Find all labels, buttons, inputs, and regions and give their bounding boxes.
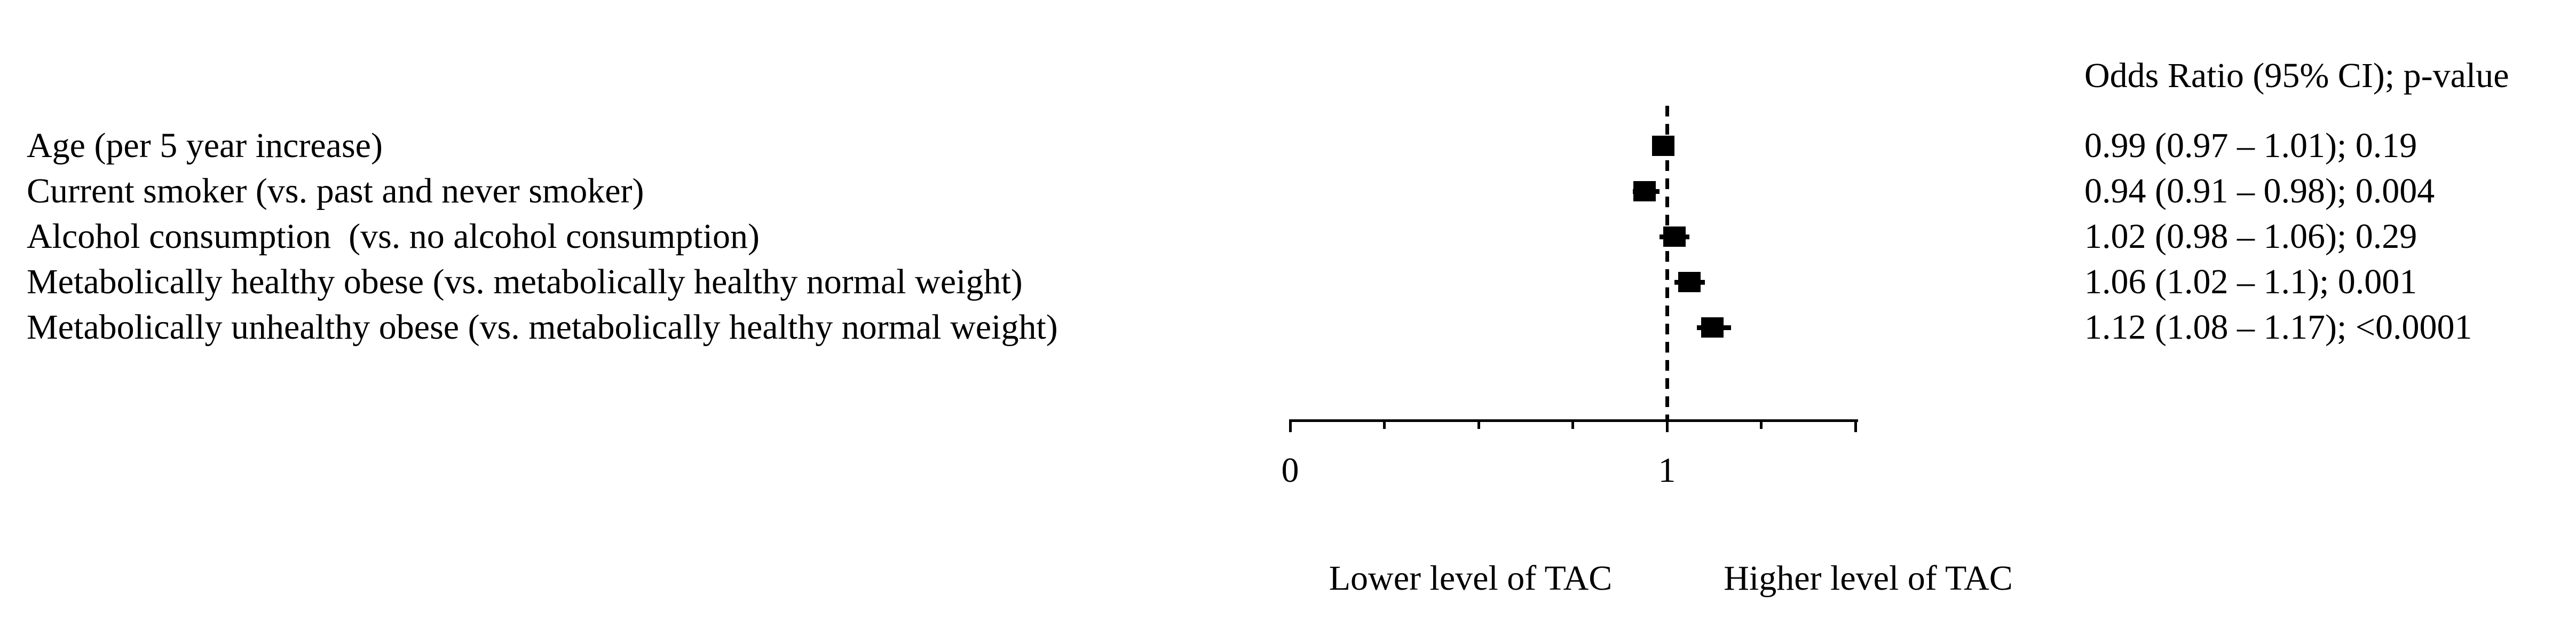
or-value-muo: 1.12 (1.08 – 1.17); <0.0001	[2084, 308, 2472, 347]
or-column-header: Odds Ratio (95% CI); p-value	[2084, 56, 2509, 95]
axis-tick	[1477, 419, 1480, 429]
or-marker-square	[1678, 272, 1701, 292]
axis-tick-label-1: 1	[1658, 451, 1676, 490]
or-marker-square	[1701, 317, 1724, 338]
axis-tick-label-0: 0	[1281, 451, 1299, 490]
or-value-age: 0.99 (0.97 – 1.01); 0.19	[2084, 126, 2417, 165]
row-label-muo: Metabolically unhealthy obese (vs. metab…	[27, 308, 1058, 347]
axis-tick	[1760, 419, 1763, 429]
axis-tick	[1854, 419, 1857, 432]
x-axis-line	[1290, 419, 1858, 422]
or-marker-square	[1633, 181, 1656, 201]
reference-line	[1665, 106, 1669, 419]
axis-tick	[1571, 419, 1574, 429]
or-value-current-smoker: 0.94 (0.91 – 0.98); 0.004	[2084, 171, 2435, 210]
or-value-alcohol: 1.02 (0.98 – 1.06); 0.29	[2084, 217, 2417, 256]
axis-tick	[1383, 419, 1386, 429]
axis-direction-label-higher: Higher level of TAC	[1724, 559, 2013, 598]
axis-tick	[1665, 419, 1669, 432]
row-label-current-smoker: Current smoker (vs. past and never smoke…	[27, 171, 644, 210]
axis-direction-label-lower: Lower level of TAC	[1329, 559, 1613, 598]
row-label-age: Age (per 5 year increase)	[27, 126, 383, 165]
or-marker-square	[1663, 226, 1686, 247]
row-label-alcohol: Alcohol consumption (vs. no alcohol cons…	[27, 217, 760, 256]
or-value-mho: 1.06 (1.02 – 1.1); 0.001	[2084, 262, 2417, 301]
axis-tick	[1289, 419, 1292, 432]
row-label-mho: Metabolically healthy obese (vs. metabol…	[27, 262, 1023, 301]
or-marker-square	[1652, 136, 1674, 156]
